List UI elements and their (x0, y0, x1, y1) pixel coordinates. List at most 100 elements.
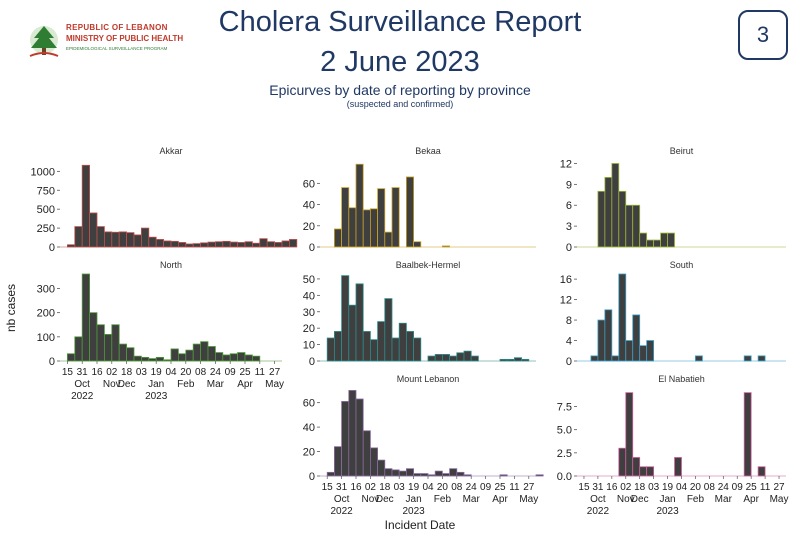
bar-north (177, 353, 187, 362)
x-tick-label-north: 16 (91, 367, 103, 378)
month-label-mount-lebanon: Feb (434, 494, 452, 505)
y-tick-label-north: 300 (37, 284, 55, 296)
y-axis-label: nb cases (4, 283, 18, 332)
y-tick-label-south: 16 (560, 274, 572, 286)
bar-baalbek-hermel (434, 354, 443, 362)
bar-north (222, 354, 231, 362)
x-tick-label-north: 09 (225, 367, 237, 378)
bar-south (646, 340, 655, 362)
bar-akkar (251, 242, 261, 248)
y-tick-label-south: 4 (566, 336, 572, 348)
page-title-line1: Cholera Surveillance Report (218, 6, 582, 38)
bar-north (118, 343, 127, 362)
bar-north (214, 352, 224, 362)
x-tick-label-north: 19 (151, 367, 163, 378)
bar-baalbek-hermel (384, 298, 393, 362)
x-tick-label-el-nabatieh: 11 (760, 482, 771, 493)
bar-bekaa (341, 187, 350, 248)
bar-bekaa (377, 188, 386, 248)
bar-mount-lebanon (333, 446, 342, 477)
month-label-el-nabatieh: May (770, 494, 789, 505)
y-tick-label-bekaa: 20 (303, 221, 315, 233)
x-tick-label-mount-lebanon: 11 (509, 482, 520, 493)
bar-akkar (207, 241, 216, 248)
bar-bekaa (405, 176, 414, 248)
bar-baalbek-hermel (514, 357, 523, 362)
bar-north (67, 353, 76, 362)
bar-akkar (274, 242, 283, 248)
bar-beirut (653, 239, 662, 248)
chart-subtitle: Epicurves by date of reporting by provin… (269, 82, 531, 98)
bar-akkar (81, 164, 90, 248)
bar-baalbek-hermel (355, 283, 364, 362)
bar-baalbek-hermel (449, 355, 458, 362)
bar-south (618, 273, 627, 362)
bar-baalbek-hermel (369, 339, 378, 362)
bar-south (604, 309, 613, 362)
bar-north (237, 352, 246, 362)
y-tick-label-mount-lebanon: 60 (303, 398, 315, 410)
x-tick-label-north: 02 (106, 367, 118, 378)
bar-mount-lebanon (449, 468, 458, 477)
month-label-mount-lebanon: Jan (406, 494, 422, 505)
bar-north (140, 356, 150, 362)
bar-beirut (611, 163, 620, 248)
year-label-north: 2022 (71, 391, 94, 402)
bar-baalbek-hermel (413, 337, 422, 362)
bar-mount-lebanon (326, 471, 335, 477)
bar-akkar (237, 242, 246, 248)
bar-south (590, 355, 599, 362)
bar-baalbek-hermel (405, 331, 414, 362)
bar-south (611, 355, 620, 362)
x-tick-label-north: 08 (195, 367, 207, 378)
bar-akkar (192, 243, 201, 248)
bar-akkar (281, 240, 290, 248)
panel-title-beirut: Beirut (670, 146, 694, 156)
bar-south (757, 355, 766, 362)
y-tick-label-baalbek-hermel: 30 (303, 307, 315, 319)
x-tick-label-north: 25 (239, 367, 251, 378)
bar-north (104, 334, 113, 362)
x-tick-label-el-nabatieh: 09 (732, 482, 744, 493)
x-tick-label-north: 15 (62, 367, 74, 378)
bar-baalbek-hermel (427, 355, 436, 362)
month-label-north: Apr (237, 379, 253, 390)
month-label-el-nabatieh: Oct (590, 494, 606, 505)
x-tick-label-mount-lebanon: 09 (480, 482, 492, 493)
x-tick-label-mount-lebanon: 25 (494, 482, 506, 493)
x-tick-label-el-nabatieh: 04 (676, 482, 688, 493)
y-tick-label-baalbek-hermel: 40 (303, 290, 315, 302)
bar-north (111, 324, 120, 362)
bar-baalbek-hermel (470, 355, 479, 362)
x-tick-label-mount-lebanon: 19 (408, 482, 420, 493)
bar-akkar (244, 241, 253, 248)
y-tick-label-el-nabatieh: 7.5 (557, 402, 572, 414)
bar-akkar (288, 239, 298, 248)
y-tick-label-mount-lebanon: 40 (303, 422, 315, 434)
x-tick-label-el-nabatieh: 02 (620, 482, 632, 493)
bar-north (244, 354, 253, 362)
bar-beirut (604, 176, 613, 248)
bar-north (155, 356, 164, 362)
bar-beirut (646, 239, 655, 248)
bar-north (96, 324, 105, 362)
y-tick-label-mount-lebanon: 0 (309, 471, 315, 483)
bar-el-nabatieh (632, 457, 641, 477)
y-tick-label-baalbek-hermel: 0 (309, 356, 315, 368)
year-label-mount-lebanon: 2022 (330, 506, 353, 517)
bar-mount-lebanon (355, 398, 364, 477)
bar-akkar (104, 231, 113, 248)
bar-south (625, 340, 634, 362)
month-label-mount-lebanon: May (519, 494, 538, 505)
year-label-north: 2023 (145, 391, 168, 402)
x-tick-label-el-nabatieh: 18 (634, 482, 646, 493)
y-tick-label-south: 12 (560, 295, 572, 307)
bar-baalbek-hermel (463, 350, 472, 362)
page-title-line2: 2 June 2023 (320, 46, 480, 78)
bar-south (597, 319, 606, 362)
month-label-el-nabatieh: Dec (631, 494, 649, 505)
chart-subnote: (suspected and confirmed) (346, 99, 454, 109)
bar-baalbek-hermel (341, 275, 350, 362)
x-tick-label-el-nabatieh: 15 (578, 482, 590, 493)
y-tick-label-north: 100 (37, 332, 55, 344)
